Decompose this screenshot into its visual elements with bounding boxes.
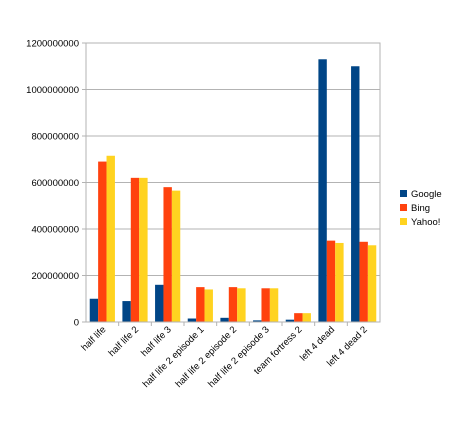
bar-google — [351, 66, 360, 322]
y-tick-label: 800000000 — [31, 132, 79, 143]
bar-google — [220, 317, 229, 322]
bar-yahoo — [335, 242, 344, 322]
bar-yahoo — [237, 288, 246, 322]
legend-label: Bing — [411, 203, 430, 214]
legend-swatch — [400, 190, 407, 197]
bar-google — [187, 318, 197, 322]
bar-bing — [261, 288, 270, 322]
bar-bing — [196, 287, 205, 322]
bar-yahoo — [367, 245, 377, 322]
bar-layer — [89, 59, 377, 323]
bar-google — [89, 298, 99, 322]
bar-google — [253, 320, 262, 322]
bar-bing — [294, 313, 303, 322]
legend: Google Bing Yahoo! — [400, 189, 442, 228]
bar-google — [155, 284, 164, 322]
y-tick-label: 200000000 — [31, 271, 79, 282]
bar-bing — [326, 240, 336, 322]
bar-google — [122, 301, 131, 322]
bar-bing — [130, 177, 140, 322]
bar-bing — [228, 287, 238, 322]
y-tick-label: 600000000 — [31, 178, 79, 189]
y-tick-label: 0 — [74, 318, 79, 329]
legend-label: Yahoo! — [411, 217, 440, 228]
bar-yahoo — [302, 313, 311, 322]
bar-yahoo — [171, 190, 181, 322]
bar-yahoo — [204, 289, 213, 322]
legend-swatch — [400, 204, 407, 211]
bar-yahoo — [139, 177, 148, 322]
bar-bing — [98, 161, 107, 322]
legend-swatch — [400, 218, 407, 225]
y-tick-label: 400000000 — [31, 225, 79, 236]
bar-bing — [359, 241, 368, 322]
plot-frame — [85, 42, 381, 323]
y-tick-label: 1000000000 — [26, 85, 79, 96]
bar-bing — [163, 187, 172, 322]
bar-yahoo — [269, 288, 279, 322]
bar-google — [285, 319, 295, 322]
bar-yahoo — [106, 155, 115, 322]
legend-label: Google — [411, 189, 442, 200]
y-tick-label: 1200000000 — [26, 39, 79, 50]
bar-google — [318, 59, 327, 323]
